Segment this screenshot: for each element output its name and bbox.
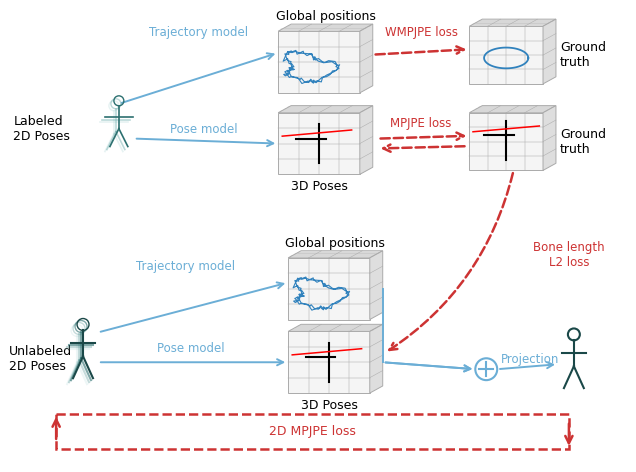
Polygon shape (288, 258, 370, 320)
Text: Labeled
2D Poses: Labeled 2D Poses (13, 115, 70, 143)
Polygon shape (360, 24, 373, 93)
Text: Bone length
L2 loss: Bone length L2 loss (533, 241, 605, 269)
Polygon shape (469, 26, 543, 84)
Text: WMPJPE loss: WMPJPE loss (385, 25, 457, 39)
Text: Trajectory model: Trajectory model (136, 260, 235, 273)
Polygon shape (278, 113, 360, 174)
Text: Unlabeled
2D Poses: Unlabeled 2D Poses (10, 346, 73, 373)
Text: Global positions: Global positions (275, 10, 375, 23)
Text: 3D Poses: 3D Poses (301, 399, 357, 412)
Text: 2D MPJPE loss: 2D MPJPE loss (269, 425, 356, 438)
Text: MPJPE loss: MPJPE loss (391, 117, 452, 130)
Polygon shape (543, 19, 556, 84)
Polygon shape (278, 24, 373, 31)
Text: Pose model: Pose model (156, 342, 225, 355)
Polygon shape (288, 251, 383, 258)
Text: Trajectory model: Trajectory model (149, 25, 248, 39)
Text: Ground
truth: Ground truth (560, 41, 606, 69)
Polygon shape (288, 331, 370, 393)
Polygon shape (360, 106, 373, 174)
Text: Projection: Projection (501, 353, 560, 366)
Polygon shape (370, 251, 383, 320)
Text: Ground
truth: Ground truth (560, 127, 606, 156)
Polygon shape (469, 113, 543, 170)
Text: Pose model: Pose model (170, 123, 237, 136)
Text: Global positions: Global positions (286, 237, 385, 250)
Text: 3D Poses: 3D Poses (291, 180, 347, 194)
Polygon shape (469, 106, 556, 113)
Polygon shape (469, 19, 556, 26)
Polygon shape (543, 106, 556, 170)
Polygon shape (278, 106, 373, 113)
Bar (56, 414, 569, 449)
Polygon shape (370, 324, 383, 393)
Polygon shape (278, 31, 360, 93)
Polygon shape (288, 324, 383, 331)
